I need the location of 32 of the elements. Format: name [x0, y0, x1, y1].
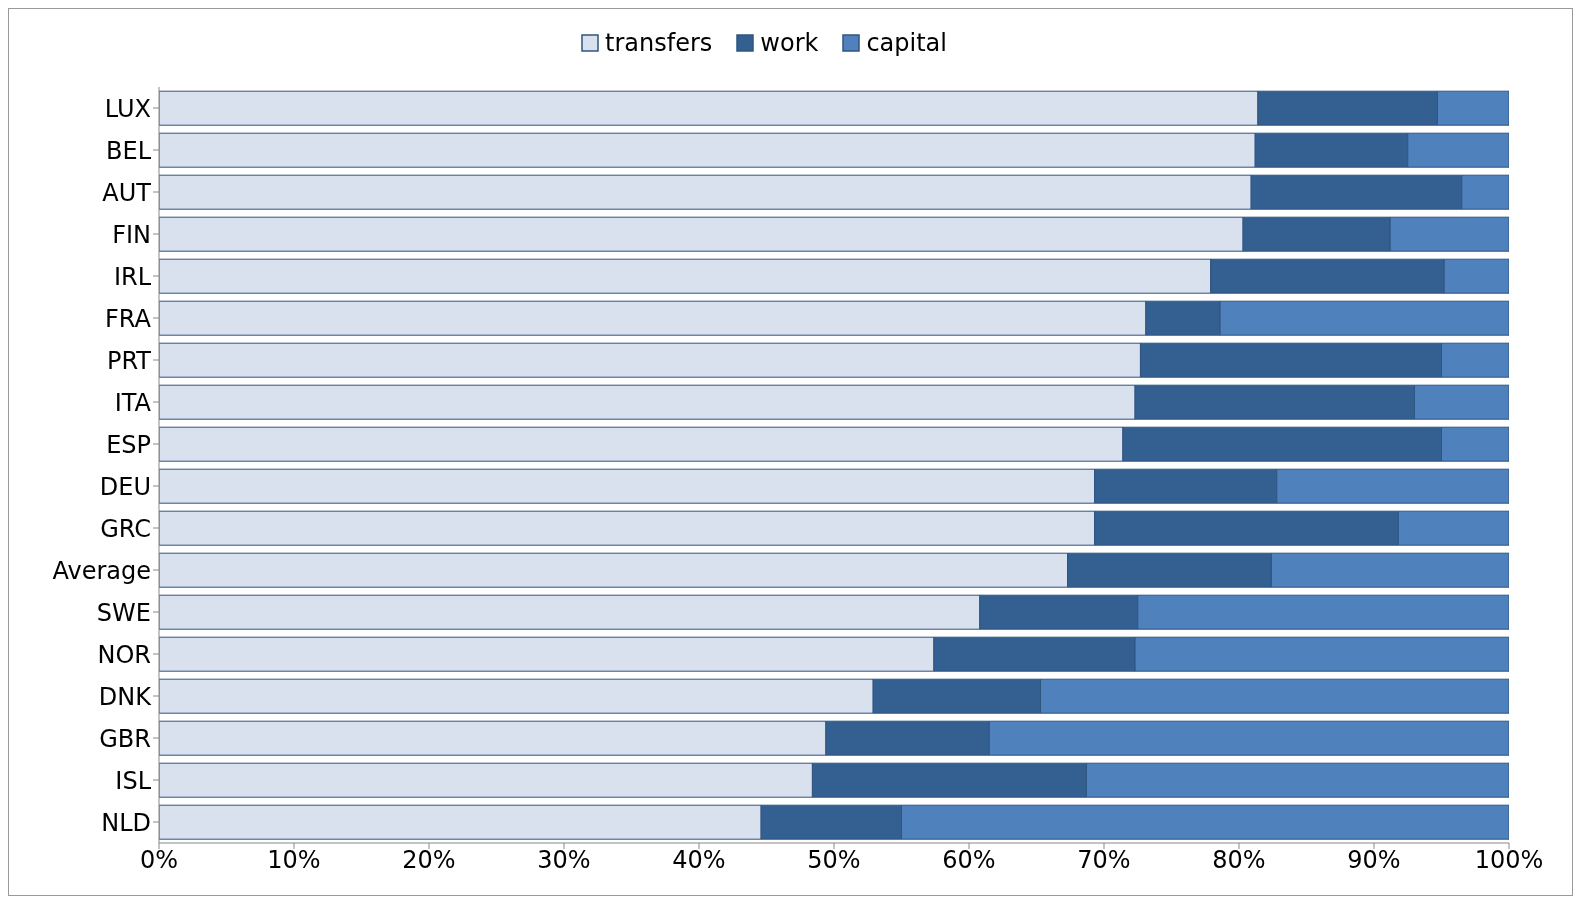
- y-tick-label: NLD: [101, 808, 151, 837]
- x-tick-label: 100%: [1474, 846, 1544, 875]
- x-tick-label: 40%: [672, 846, 726, 875]
- y-tick-label: DNK: [98, 682, 153, 711]
- x-tick-label: 80%: [1212, 846, 1266, 875]
- x-tick-label: 50%: [807, 846, 861, 875]
- x-tick-label: 70%: [1077, 846, 1131, 875]
- x-tick-label: 20%: [402, 846, 456, 875]
- y-tick-label: FRA: [105, 304, 152, 333]
- y-tick-label: DEU: [99, 472, 151, 501]
- y-tick-label: Average: [52, 556, 151, 585]
- y-tick-label: SWE: [96, 598, 151, 627]
- y-tick-label: ISL: [115, 766, 152, 795]
- y-tick-label: IRL: [113, 262, 152, 291]
- y-tick-label: AUT: [102, 178, 152, 207]
- y-tick-label: ITA: [114, 388, 152, 417]
- y-tick-label: NOR: [97, 640, 151, 669]
- legend-label: capital: [866, 29, 947, 57]
- x-tick-label: 90%: [1347, 846, 1401, 875]
- y-tick-label: ESP: [106, 430, 151, 459]
- x-tick-label: 60%: [942, 846, 996, 875]
- y-tick-label: FIN: [112, 220, 151, 249]
- x-tick-label: 0%: [139, 846, 179, 875]
- x-tick-label: 30%: [537, 846, 591, 875]
- y-tick-label: GBR: [99, 724, 151, 753]
- y-tick-label: BEL: [106, 136, 152, 165]
- x-tick-label: 10%: [267, 846, 321, 875]
- y-tick-label: LUX: [104, 94, 151, 123]
- legend-label: transfers: [605, 29, 713, 57]
- y-tick-label: PRT: [106, 346, 152, 375]
- legend-label: work: [760, 29, 819, 57]
- y-tick-label: GRC: [100, 514, 151, 543]
